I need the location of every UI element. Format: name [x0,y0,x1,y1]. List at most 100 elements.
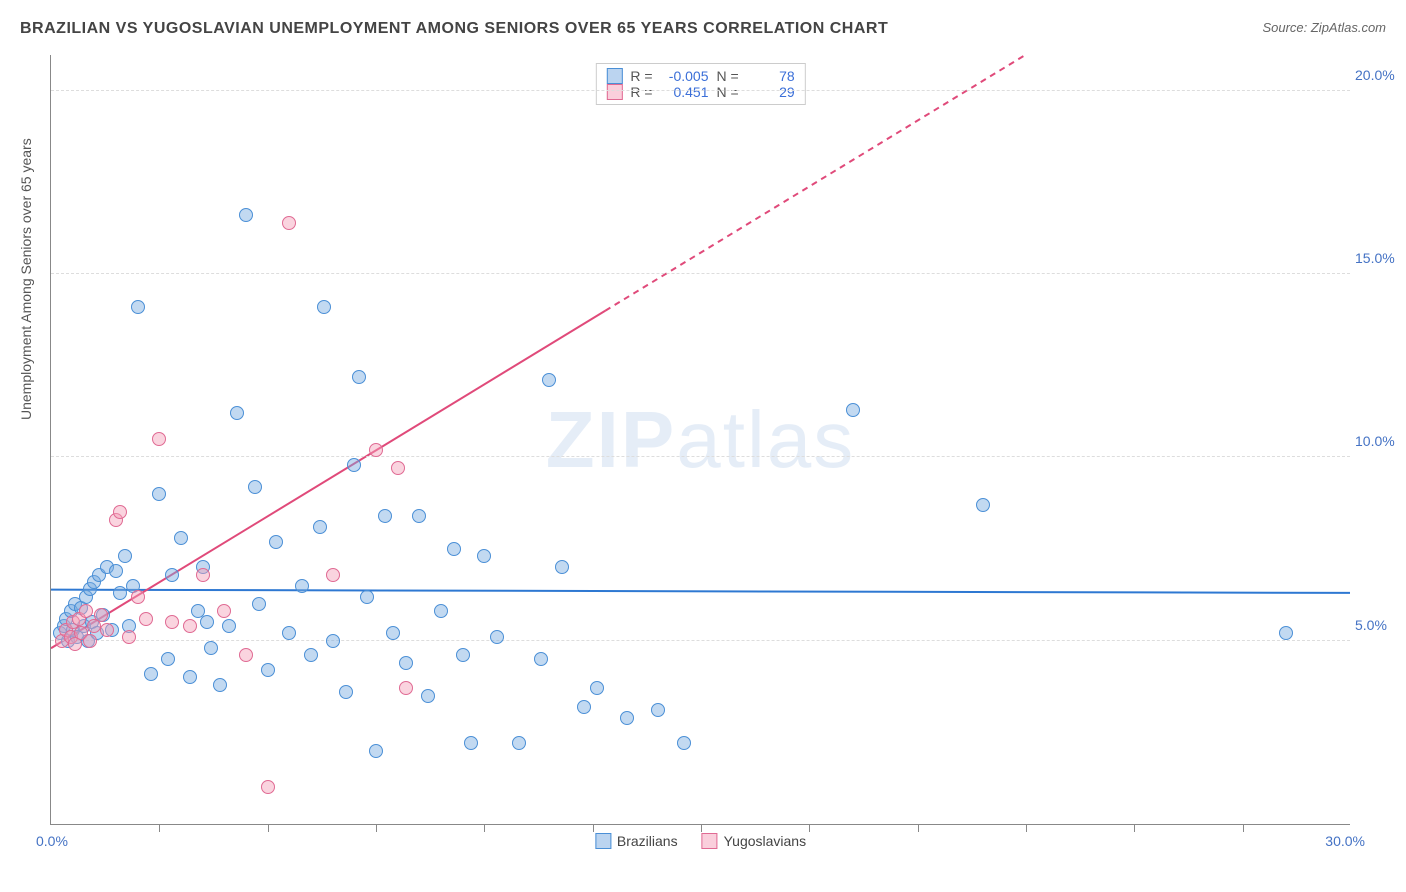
data-point [313,520,327,534]
data-point [239,208,253,222]
data-point [620,711,634,725]
data-point [269,535,283,549]
data-point [196,568,210,582]
data-point [295,579,309,593]
x-tick [159,824,160,832]
y-tick-label: 10.0% [1355,433,1406,449]
data-point [282,626,296,640]
data-point [447,542,461,556]
x-tick [593,824,594,832]
data-point [94,608,108,622]
data-point [217,604,231,618]
data-point [239,648,253,662]
data-point [378,509,392,523]
data-point [100,623,114,637]
data-point [139,612,153,626]
data-point [369,744,383,758]
swatch-yugoslavians [606,84,622,100]
gridline [51,273,1350,274]
data-point [131,300,145,314]
data-point [391,461,405,475]
data-point [399,656,413,670]
data-point [512,736,526,750]
data-point [248,480,262,494]
data-point [183,619,197,633]
y-axis-label: Unemployment Among Seniors over 65 years [18,138,34,420]
data-point [152,432,166,446]
swatch-yugoslavians [702,833,718,849]
data-point [144,667,158,681]
data-point [976,498,990,512]
data-point [590,681,604,695]
n-label: N = [717,84,739,100]
data-point [360,590,374,604]
data-point [83,634,97,648]
data-point [534,652,548,666]
data-point [464,736,478,750]
x-tick [1026,824,1027,832]
trend-lines-layer [51,55,1350,824]
data-point [490,630,504,644]
stats-row-brazilians: R = -0.005 N = 78 [606,68,794,84]
data-point [204,641,218,655]
data-point [113,586,127,600]
data-point [339,685,353,699]
data-point [131,590,145,604]
data-point [152,487,166,501]
data-point [122,630,136,644]
swatch-brazilians [595,833,611,849]
data-point [326,634,340,648]
r-value-yugoslavians: 0.451 [661,84,709,100]
n-value-yugoslavians: 29 [747,84,795,100]
data-point [317,300,331,314]
x-tick [809,824,810,832]
x-tick [376,824,377,832]
x-axis-origin-label: 0.0% [36,833,68,849]
data-point [352,370,366,384]
n-label: N = [717,68,739,84]
data-point [222,619,236,633]
data-point [165,568,179,582]
data-point [252,597,266,611]
data-point [347,458,361,472]
scatter-plot-area: ZIPatlas R = -0.005 N = 78 R = 0.451 N =… [50,55,1350,825]
data-point [846,403,860,417]
x-tick [918,824,919,832]
data-point [412,509,426,523]
data-point [434,604,448,618]
r-value-brazilians: -0.005 [661,68,709,84]
watermark-bold: ZIP [546,395,676,484]
data-point [542,373,556,387]
data-point [677,736,691,750]
n-value-brazilians: 78 [747,68,795,84]
data-point [477,549,491,563]
x-tick [268,824,269,832]
chart-title: BRAZILIAN VS YUGOSLAVIAN UNEMPLOYMENT AM… [20,20,888,38]
data-point [386,626,400,640]
data-point [555,560,569,574]
legend-item-yugoslavians: Yugoslavians [702,833,807,849]
r-label: R = [630,84,652,100]
y-tick-label: 15.0% [1355,250,1406,266]
data-point [1279,626,1293,640]
data-point [326,568,340,582]
data-point [282,216,296,230]
data-point [109,564,123,578]
data-point [456,648,470,662]
data-point [213,678,227,692]
swatch-brazilians [606,68,622,84]
data-point [183,670,197,684]
data-point [651,703,665,717]
data-point [174,531,188,545]
source-attribution: Source: ZipAtlas.com [1262,20,1386,35]
data-point [304,648,318,662]
legend-label: Yugoslavians [724,833,807,849]
x-tick [484,824,485,832]
r-label: R = [630,68,652,84]
data-point [161,652,175,666]
watermark: ZIPatlas [546,394,855,486]
data-point [165,615,179,629]
y-tick-label: 20.0% [1355,67,1406,83]
trend-line-solid [51,590,1350,593]
x-tick [701,824,702,832]
